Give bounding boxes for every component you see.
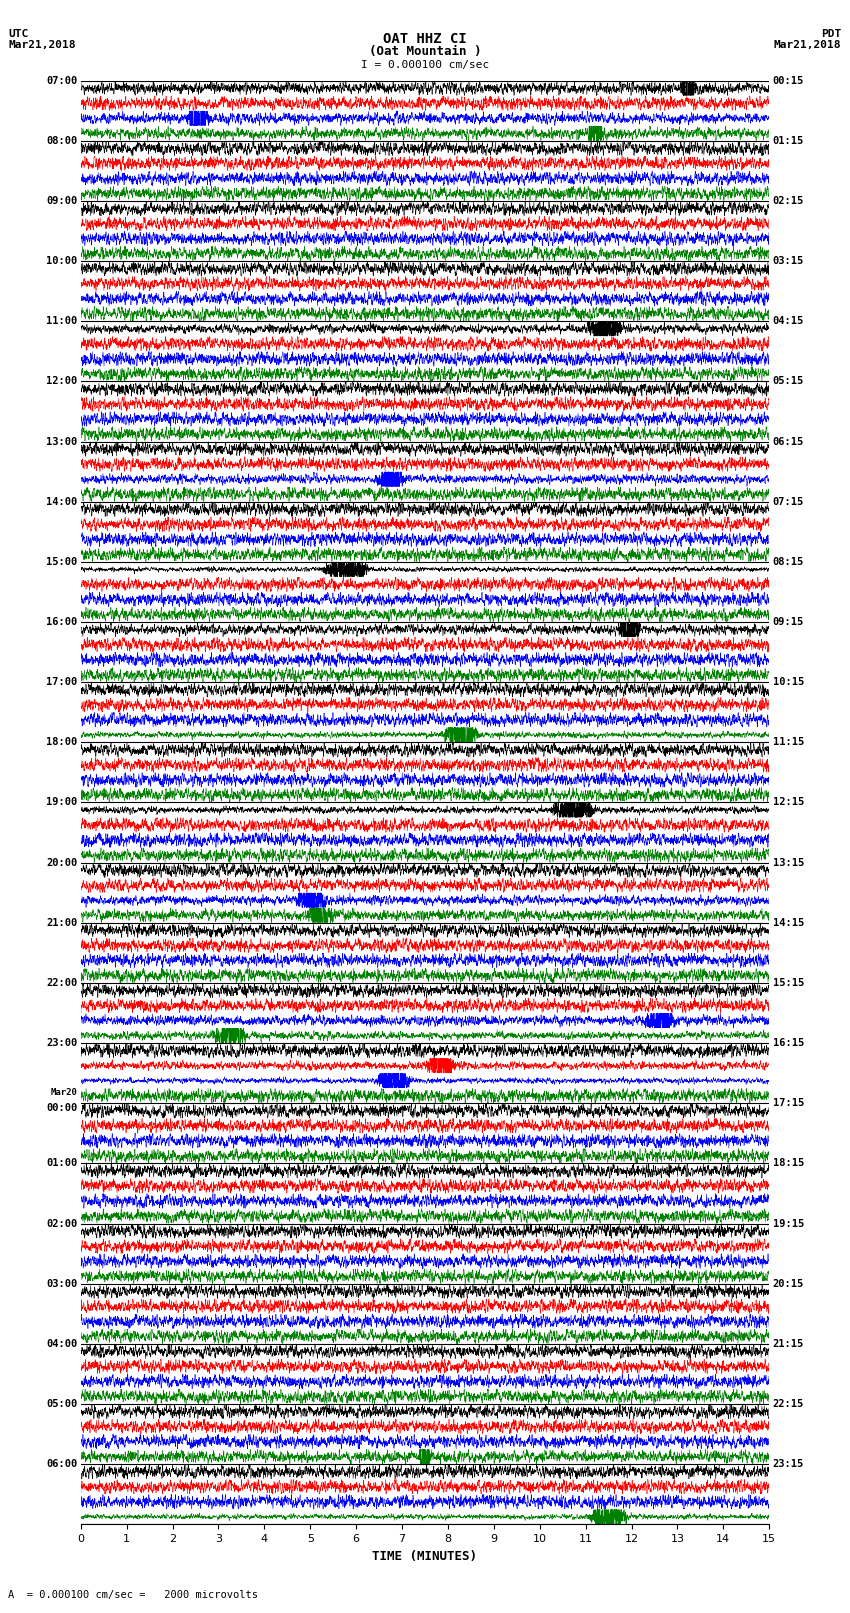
Text: 05:00: 05:00 (46, 1398, 77, 1410)
Text: 19:15: 19:15 (773, 1218, 804, 1229)
Text: 03:00: 03:00 (46, 1279, 77, 1289)
Text: 15:15: 15:15 (773, 977, 804, 987)
Text: 23:15: 23:15 (773, 1460, 804, 1469)
Text: (Oat Mountain ): (Oat Mountain ) (369, 45, 481, 58)
Text: 22:00: 22:00 (46, 977, 77, 987)
Text: 07:00: 07:00 (46, 76, 77, 85)
Text: 07:15: 07:15 (773, 497, 804, 506)
Text: 05:15: 05:15 (773, 376, 804, 387)
Text: 00:15: 00:15 (773, 76, 804, 85)
Text: 12:15: 12:15 (773, 797, 804, 808)
Text: 02:15: 02:15 (773, 195, 804, 206)
Text: 14:15: 14:15 (773, 918, 804, 927)
Text: 16:00: 16:00 (46, 618, 77, 627)
Text: A  = 0.000100 cm/sec =   2000 microvolts: A = 0.000100 cm/sec = 2000 microvolts (8, 1590, 258, 1600)
Text: 00:00: 00:00 (46, 1103, 77, 1113)
Text: 02:00: 02:00 (46, 1218, 77, 1229)
Text: 22:15: 22:15 (773, 1398, 804, 1410)
Text: 14:00: 14:00 (46, 497, 77, 506)
Text: 18:15: 18:15 (773, 1158, 804, 1168)
Text: 09:15: 09:15 (773, 618, 804, 627)
Text: 19:00: 19:00 (46, 797, 77, 808)
Text: Mar21,2018: Mar21,2018 (8, 40, 76, 50)
Text: PDT: PDT (821, 29, 842, 39)
Text: 06:00: 06:00 (46, 1460, 77, 1469)
Text: 08:15: 08:15 (773, 556, 804, 566)
Text: 21:15: 21:15 (773, 1339, 804, 1348)
Text: 10:00: 10:00 (46, 256, 77, 266)
Text: 13:15: 13:15 (773, 858, 804, 868)
X-axis label: TIME (MINUTES): TIME (MINUTES) (372, 1550, 478, 1563)
Text: OAT HHZ CI: OAT HHZ CI (383, 32, 467, 47)
Text: 09:00: 09:00 (46, 195, 77, 206)
Text: 13:00: 13:00 (46, 437, 77, 447)
Text: 08:00: 08:00 (46, 135, 77, 145)
Text: 16:15: 16:15 (773, 1039, 804, 1048)
Text: 01:00: 01:00 (46, 1158, 77, 1168)
Text: 03:15: 03:15 (773, 256, 804, 266)
Text: 21:00: 21:00 (46, 918, 77, 927)
Text: UTC: UTC (8, 29, 29, 39)
Text: 23:00: 23:00 (46, 1039, 77, 1048)
Text: I = 0.000100 cm/sec: I = 0.000100 cm/sec (361, 60, 489, 69)
Text: 18:00: 18:00 (46, 737, 77, 747)
Text: 11:15: 11:15 (773, 737, 804, 747)
Text: 04:15: 04:15 (773, 316, 804, 326)
Text: 10:15: 10:15 (773, 677, 804, 687)
Text: Mar21,2018: Mar21,2018 (774, 40, 842, 50)
Text: 12:00: 12:00 (46, 376, 77, 387)
Text: 20:15: 20:15 (773, 1279, 804, 1289)
Text: 17:00: 17:00 (46, 677, 77, 687)
Text: 04:00: 04:00 (46, 1339, 77, 1348)
Text: 20:00: 20:00 (46, 858, 77, 868)
Text: 11:00: 11:00 (46, 316, 77, 326)
Text: Mar20: Mar20 (50, 1089, 77, 1097)
Text: 15:00: 15:00 (46, 556, 77, 566)
Text: 06:15: 06:15 (773, 437, 804, 447)
Text: 01:15: 01:15 (773, 135, 804, 145)
Text: 17:15: 17:15 (773, 1098, 804, 1108)
